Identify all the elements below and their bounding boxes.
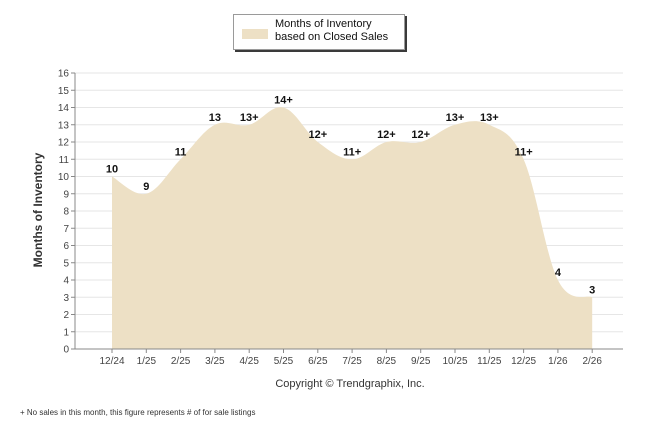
y-tick-label: 16 [58, 69, 70, 80]
x-tick-label: 8/25 [377, 356, 397, 367]
data-label: 13+ [480, 112, 499, 124]
y-tick-label: 5 [63, 258, 69, 269]
y-tick-label: 1 [63, 327, 69, 338]
data-labels: 10 9 11 13 13+ 14+ 12+ 11+ 12+ 12+ 13+ 13+ 11+ 4 3 [106, 95, 595, 297]
y-tick-label: 3 [63, 293, 69, 304]
x-tick-label: 3/25 [205, 356, 225, 367]
x-tick-label: 12/25 [511, 356, 536, 367]
area-series [112, 107, 593, 349]
data-label: 13+ [446, 112, 465, 124]
data-label: 10 [106, 164, 118, 176]
data-label: 9 [143, 181, 149, 193]
x-axis: 12/24 1/25 2/25 3/25 4/25 5/25 6/25 7/25 8/25 9/2… [75, 348, 623, 367]
x-tick-label: 4/25 [239, 356, 259, 367]
x-tick-label: 1/26 [548, 356, 568, 367]
x-tick-label: 7/25 [342, 356, 362, 367]
data-label: 13 [209, 112, 221, 124]
copyright-text: Copyright © Trendgraphix, Inc. [275, 378, 424, 390]
y-tick-label: 4 [63, 276, 69, 287]
y-tick-label: 14 [58, 103, 70, 114]
data-label: 13+ [240, 112, 259, 124]
legend: Months of Inventory based on Closed Sale… [233, 14, 405, 50]
x-tick-label: 12/24 [99, 356, 124, 367]
x-tick-label: 9/25 [411, 356, 431, 367]
x-tick-label: 5/25 [274, 356, 294, 367]
data-label: 12+ [377, 129, 396, 141]
data-label: 4 [555, 267, 562, 279]
legend-swatch [242, 29, 268, 39]
x-tick-label: 2/25 [171, 356, 191, 367]
data-label: 12+ [411, 129, 430, 141]
data-label: 11+ [515, 146, 533, 158]
y-tick-label: 10 [58, 172, 70, 183]
area-fill [112, 107, 593, 349]
y-tick-label: 0 [63, 345, 69, 356]
data-label: 11 [175, 146, 187, 158]
x-tick-label: 10/25 [442, 356, 467, 367]
y-tick-label: 9 [63, 189, 69, 200]
x-tick-label: 1/25 [137, 356, 157, 367]
x-tick-label: 2/26 [582, 356, 602, 367]
y-tick-label: 2 [63, 310, 69, 321]
x-tick-label: 6/25 [308, 356, 328, 367]
y-tick-label: 12 [58, 138, 70, 149]
y-tick-label: 8 [63, 207, 69, 218]
y-tick-label: 6 [63, 241, 69, 252]
data-label: 3 [589, 284, 595, 296]
data-label: 11+ [343, 146, 361, 158]
y-tick-label: 7 [63, 224, 69, 235]
data-label: 12+ [308, 129, 327, 141]
y-tick-label: 11 [59, 155, 70, 166]
y-tick-label: 13 [58, 120, 70, 131]
y-axis-title: Months of Inventory [31, 152, 45, 267]
legend-label: Months of Inventory based on Closed Sale… [275, 18, 389, 43]
footnote: + No sales in this month, this figure re… [20, 408, 256, 417]
data-label: 14+ [274, 95, 293, 107]
y-tick-label: 15 [58, 86, 70, 97]
x-tick-label: 11/25 [477, 356, 502, 367]
